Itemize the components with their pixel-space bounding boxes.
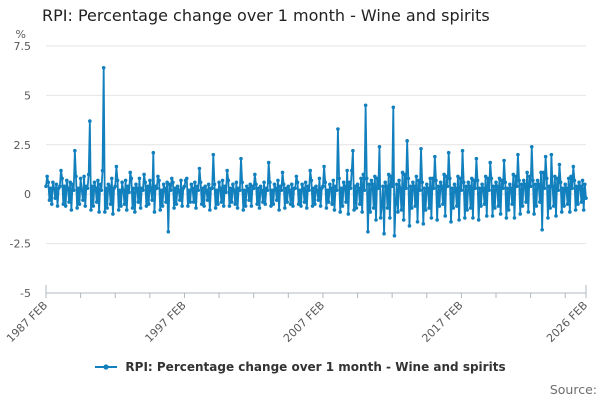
legend-line-marker-icon	[95, 364, 118, 370]
svg-text:2026 FEB: 2026 FEB	[544, 299, 590, 345]
legend-item[interactable]: RPI: Percentage change over 1 month - Wi…	[94, 360, 506, 374]
legend-label: RPI: Percentage change over 1 month - Wi…	[125, 360, 506, 374]
svg-text:2.5: 2.5	[14, 139, 32, 152]
y-axis-labels: 7.5 5 2.5 0 -2.5 -5%	[10, 28, 31, 300]
svg-text:-2.5: -2.5	[10, 238, 31, 251]
svg-text:2007 FEB: 2007 FEB	[281, 299, 327, 345]
chart-canvas: 7.5 5 2.5 0 -2.5 -5% 1987 FEB 1997 FEB 2007 FEB 2…	[4, 28, 590, 345]
svg-text:1997 FEB: 1997 FEB	[143, 299, 189, 345]
svg-text:-5: -5	[20, 287, 31, 300]
gridlines	[46, 45, 586, 245]
svg-text:2017 FEB: 2017 FEB	[419, 299, 465, 345]
source-label: Source:	[549, 382, 597, 397]
svg-text:7.5: 7.5	[14, 40, 32, 53]
series-line	[44, 65, 588, 238]
x-axis-labels: 1987 FEB 1997 FEB 2007 FEB 2017 FEB 2026 FEB	[4, 299, 590, 345]
x-axis	[45, 285, 587, 298]
svg-text:1987 FEB: 1987 FEB	[4, 299, 50, 345]
svg-text:0: 0	[24, 188, 31, 201]
chart-title: RPI: Percentage change over 1 month - Wi…	[42, 6, 490, 25]
svg-text:5: 5	[24, 89, 31, 102]
y-axis-unit-label: %	[16, 28, 26, 41]
legend: RPI: Percentage change over 1 month - Wi…	[0, 360, 600, 374]
